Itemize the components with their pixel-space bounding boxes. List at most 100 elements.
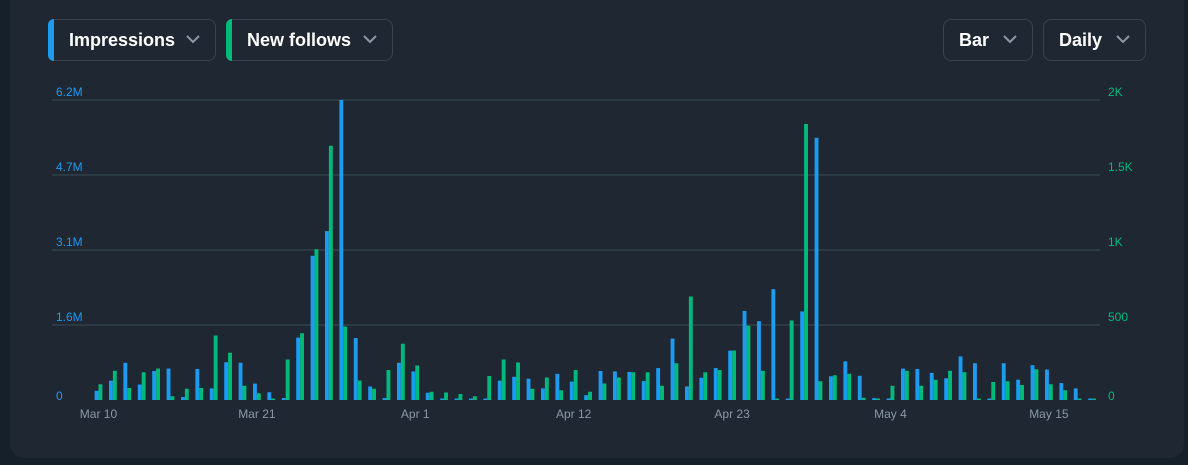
impressions-bar[interactable]: [1059, 383, 1064, 400]
new-follows-bar[interactable]: [717, 370, 722, 400]
impressions-bar[interactable]: [468, 398, 473, 401]
impressions-bar[interactable]: [310, 255, 315, 400]
impressions-bar[interactable]: [238, 362, 243, 400]
impressions-bar[interactable]: [180, 397, 185, 400]
impressions-bar[interactable]: [612, 371, 617, 400]
new-follows-bar[interactable]: [645, 372, 650, 400]
new-follows-bar[interactable]: [976, 398, 981, 401]
new-follows-bar[interactable]: [1005, 381, 1010, 400]
impressions-bar[interactable]: [1044, 369, 1049, 400]
impressions-bar[interactable]: [252, 383, 257, 400]
new-follows-bar[interactable]: [386, 370, 391, 400]
impressions-bar[interactable]: [296, 337, 301, 400]
new-follows-bar[interactable]: [127, 388, 132, 400]
impressions-bar[interactable]: [728, 350, 733, 400]
new-follows-bar[interactable]: [933, 379, 938, 400]
new-follows-bar[interactable]: [343, 326, 348, 401]
impressions-bar[interactable]: [713, 368, 718, 400]
impressions-bar[interactable]: [483, 398, 488, 401]
new-follows-bar[interactable]: [372, 388, 376, 400]
new-follows-bar[interactable]: [919, 385, 924, 400]
impressions-bar[interactable]: [353, 338, 358, 400]
impressions-bar[interactable]: [123, 362, 128, 400]
impressions-bar[interactable]: [1016, 379, 1021, 400]
impressions-bar[interactable]: [584, 395, 589, 400]
new-follows-bar[interactable]: [616, 377, 621, 401]
new-follows-bar[interactable]: [1077, 398, 1082, 401]
impressions-bar[interactable]: [814, 137, 819, 401]
new-follows-bar[interactable]: [112, 370, 117, 400]
impressions-bar[interactable]: [742, 310, 747, 400]
impressions-bar[interactable]: [1001, 363, 1006, 400]
impressions-bar[interactable]: [540, 388, 545, 400]
impressions-bar[interactable]: [872, 398, 877, 400]
new-follows-bar[interactable]: [271, 398, 276, 401]
interval-dropdown[interactable]: Daily: [1043, 19, 1146, 61]
new-follows-bar[interactable]: [1020, 385, 1024, 400]
impressions-bar[interactable]: [108, 380, 113, 400]
new-follows-bar[interactable]: [660, 385, 664, 400]
impressions-bar[interactable]: [641, 381, 646, 400]
impressions-bar[interactable]: [267, 392, 272, 400]
impressions-bar[interactable]: [828, 376, 833, 400]
new-follows-bar[interactable]: [804, 124, 808, 400]
new-follows-bar[interactable]: [170, 396, 175, 400]
new-follows-bar[interactable]: [674, 363, 679, 400]
impressions-bar[interactable]: [670, 338, 675, 400]
impressions-bar[interactable]: [555, 373, 560, 400]
new-follows-bar[interactable]: [429, 391, 434, 400]
impressions-bar[interactable]: [684, 386, 689, 400]
new-follows-bar[interactable]: [1092, 398, 1096, 401]
new-follows-bar[interactable]: [573, 370, 578, 400]
impressions-bar[interactable]: [756, 321, 761, 400]
new-follows-bar[interactable]: [775, 398, 780, 401]
impressions-bar[interactable]: [915, 369, 920, 400]
new-follows-bar[interactable]: [818, 381, 823, 400]
new-follows-bar[interactable]: [1048, 384, 1053, 400]
impressions-bar[interactable]: [94, 390, 99, 400]
impressions-bar[interactable]: [771, 289, 776, 400]
impressions-bar[interactable]: [368, 386, 373, 400]
new-follows-bar[interactable]: [314, 249, 319, 400]
new-follows-bar[interactable]: [1034, 369, 1039, 400]
new-follows-bar[interactable]: [559, 390, 564, 400]
impressions-bar[interactable]: [281, 398, 286, 400]
new-follows-bar[interactable]: [789, 320, 794, 401]
new-follows-bar[interactable]: [760, 370, 765, 400]
impressions-bar[interactable]: [627, 371, 632, 400]
impressions-bar[interactable]: [195, 369, 200, 400]
new-follows-bar[interactable]: [832, 375, 837, 400]
new-follows-bar[interactable]: [300, 333, 304, 400]
impressions-bar[interactable]: [1088, 398, 1093, 401]
impressions-bar[interactable]: [425, 392, 430, 400]
impressions-bar[interactable]: [886, 398, 891, 401]
impressions-bar[interactable]: [972, 363, 977, 400]
impressions-bar[interactable]: [339, 100, 344, 400]
impressions-bar[interactable]: [785, 398, 790, 401]
impressions-bar[interactable]: [958, 356, 963, 400]
metric2-dropdown[interactable]: New follows: [226, 19, 393, 61]
impressions-bar[interactable]: [843, 361, 848, 400]
impressions-bar[interactable]: [699, 377, 704, 400]
impressions-bar[interactable]: [454, 398, 459, 401]
new-follows-bar[interactable]: [472, 396, 477, 400]
impressions-bar[interactable]: [526, 378, 531, 400]
new-follows-bar[interactable]: [588, 391, 592, 400]
new-follows-bar[interactable]: [904, 370, 909, 400]
new-follows-bar[interactable]: [890, 385, 895, 400]
impressions-bar[interactable]: [987, 398, 992, 401]
new-follows-bar[interactable]: [861, 397, 866, 400]
impressions-bar[interactable]: [857, 375, 862, 400]
new-follows-bar[interactable]: [847, 373, 852, 400]
impressions-bar[interactable]: [209, 388, 214, 400]
impressions-bar[interactable]: [569, 381, 574, 400]
new-follows-bar[interactable]: [544, 377, 549, 401]
new-follows-bar[interactable]: [184, 388, 189, 400]
impressions-bar[interactable]: [166, 368, 171, 400]
new-follows-bar[interactable]: [357, 380, 362, 401]
new-follows-bar[interactable]: [415, 365, 420, 401]
new-follows-bar[interactable]: [991, 382, 996, 400]
impressions-bar[interactable]: [152, 370, 157, 400]
new-follows-bar[interactable]: [400, 343, 405, 400]
impressions-bar[interactable]: [1030, 365, 1035, 400]
